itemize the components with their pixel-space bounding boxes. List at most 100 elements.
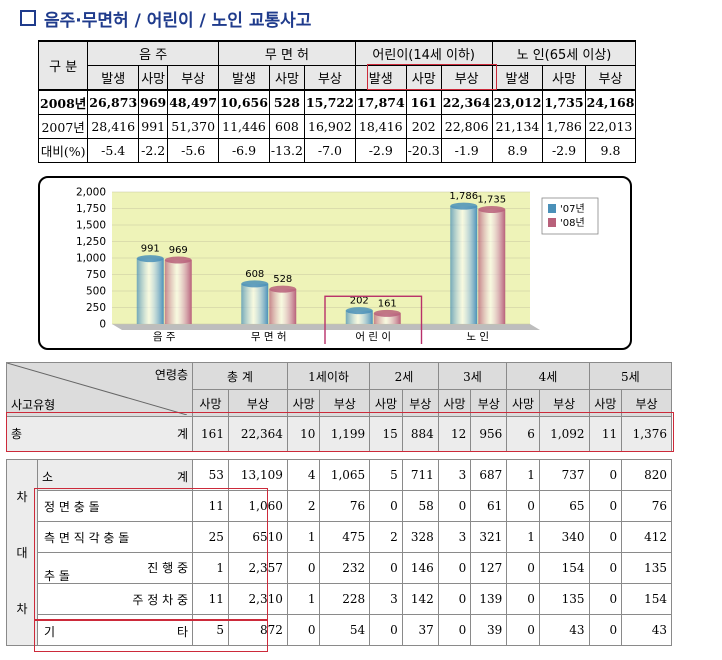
cell: 76 [319, 490, 371, 522]
group-header: 어린이(14세 이하) [354, 40, 493, 66]
group-header: 노 인(65세 이상) [491, 40, 637, 66]
cell: 11 [192, 490, 229, 522]
legend-swatch [548, 218, 556, 227]
side-char: 차 [16, 489, 28, 504]
sub-header: 사망 [268, 65, 305, 91]
bar [269, 289, 297, 324]
row-label: 2008년 [37, 89, 89, 115]
cell: 1 [286, 583, 321, 615]
summary-table: 구 분 음 주 무 면 허 어린이(14세 이하) 노 인(65세 이상) 발생… [37, 40, 637, 163]
cell: 0 [506, 490, 540, 522]
data-label: 991 [141, 244, 160, 255]
cell: 711 [401, 459, 439, 491]
row-label-a: 추 돌 [44, 569, 70, 583]
cell: -2.9 [354, 138, 407, 163]
cell: 1 [506, 459, 540, 491]
cell: 22,364 [227, 416, 288, 452]
page-title: 음주·무면허 / 어린이 / 노인 교통사고 [20, 6, 312, 31]
cell: 161 [192, 416, 229, 452]
cell: 11 [588, 416, 623, 452]
cell: 11 [192, 583, 229, 615]
cell: 16,902 [303, 114, 356, 139]
title-text: 음주·무면허 / 어린이 / 노인 교통사고 [44, 10, 312, 31]
cell: 135 [538, 583, 590, 615]
cell: 872 [227, 614, 288, 646]
table-row: 2007년 28,416 991 51,370 11,446 608 16,90… [37, 114, 637, 139]
table-row: 측 면 직 각 충 돌 25 6510 1 475 2 328 3 321 1 … [7, 521, 672, 553]
cell: 54 [319, 614, 371, 646]
row-label-a: 소 [42, 470, 54, 484]
cell: 39 [470, 614, 508, 646]
cell: 2,357 [227, 552, 288, 584]
cell: 0 [588, 552, 623, 584]
row-label: 측 면 직 각 충 돌 [37, 521, 193, 553]
sub-header: 사망 [405, 65, 442, 91]
cell: 0 [437, 614, 472, 646]
cell: 28,416 [87, 114, 140, 139]
cell: 2 [369, 521, 403, 553]
cell: 0 [369, 490, 403, 522]
cell: 154 [621, 583, 672, 615]
bar [450, 206, 478, 324]
cell: -2.9 [542, 138, 586, 163]
sub-header: 발생 [218, 65, 270, 91]
cell: 1,065 [319, 459, 371, 491]
cell: 0 [506, 583, 540, 615]
legend-label: '07년 [560, 203, 585, 215]
cell: 11,446 [218, 114, 270, 139]
table-row: 차 대 차 소 계 53 13,109 4 1,065 5 711 3 687 … [6, 459, 672, 646]
age-header: 총 계 [192, 362, 288, 390]
bar-cap [241, 280, 269, 288]
row-label: 대비(%) [37, 138, 89, 163]
cell: 608 [268, 114, 305, 139]
data-label: 202 [350, 296, 369, 307]
cell: 1,199 [319, 416, 371, 452]
row-label-a: 기 [44, 625, 56, 639]
table-row: 기 타 5 872 0 54 0 37 0 39 0 43 0 43 [7, 614, 672, 646]
cell: 8.9 [491, 138, 544, 163]
row-label: 소 계 [37, 459, 193, 491]
cell: 528 [268, 89, 305, 115]
cell: 0 [437, 552, 472, 584]
sub-header: 부상 [470, 389, 508, 417]
cell: 43 [538, 614, 590, 646]
bar-cap [136, 255, 164, 263]
cell: 328 [401, 521, 439, 553]
cell: 22,013 [584, 114, 637, 139]
y-tick-label: 500 [86, 286, 106, 298]
cell: 202 [405, 114, 442, 139]
sub-header: 발생 [87, 65, 140, 91]
sub-header: 사망 [369, 389, 403, 417]
y-tick-label: 1,250 [76, 236, 106, 248]
y-tick-label: 750 [86, 269, 106, 281]
table-row: 대비(%) -5.4 -2.2 -5.6 -6.9 -13.2 -7.0 -2.… [37, 138, 637, 163]
bar [164, 260, 192, 324]
cell: 0 [588, 490, 623, 522]
cell: 3 [437, 521, 472, 553]
total-label-b: 계 [176, 427, 188, 441]
bar [136, 258, 164, 324]
diag-bottom-label: 사고유형 [11, 398, 56, 412]
cell: 820 [621, 459, 672, 491]
detail-table: 연령층 사고유형 총 계 1세이하 2세 3세 4세 5세 사망 부상 사망 부… [6, 362, 673, 646]
cell: 412 [621, 521, 672, 553]
cell: 475 [319, 521, 371, 553]
y-tick-label: 250 [86, 302, 106, 314]
cell: 76 [621, 490, 672, 522]
sub-header: 사망 [588, 389, 623, 417]
cell: 0 [588, 583, 623, 615]
sub-header: 사망 [138, 65, 169, 91]
row-label-b: 타 [176, 625, 188, 639]
cell: 991 [138, 114, 169, 139]
cell: 228 [319, 583, 371, 615]
cell: 0 [437, 490, 472, 522]
cell: 135 [621, 552, 672, 584]
cell: -7.0 [303, 138, 356, 163]
cell: 956 [470, 416, 508, 452]
row-label-b: 계 [176, 470, 188, 484]
cell: 0 [506, 552, 540, 584]
data-label: 528 [273, 274, 292, 285]
cell: 61 [470, 490, 508, 522]
sub-header: 사망 [192, 389, 229, 417]
y-tick-label: 1,750 [76, 203, 106, 215]
